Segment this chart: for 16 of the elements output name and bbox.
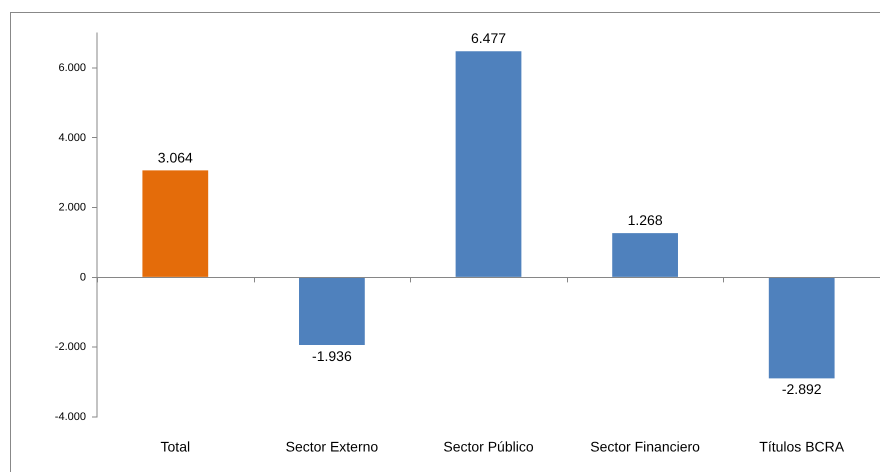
- data-label: -2.892: [782, 381, 822, 398]
- y-tick-label: 2.000: [58, 202, 86, 214]
- data-label: 6.477: [470, 30, 506, 46]
- y-tick-label: 0: [80, 271, 86, 284]
- x-tick-label: Títulos BCRA: [759, 438, 845, 454]
- x-tick-label: Sector Financiero: [590, 438, 700, 454]
- x-tick-label: Sector Externo: [286, 438, 378, 454]
- x-tick-label: Sector Público: [443, 438, 534, 454]
- y-tick-label: -4.000: [54, 411, 86, 424]
- x-tick-label: Total: [160, 438, 190, 454]
- data-label: 1.268: [628, 212, 663, 228]
- data-label: 3.064: [158, 149, 194, 166]
- y-tick-label: 4.000: [58, 132, 86, 144]
- y-tick-label: -2.000: [54, 341, 86, 354]
- y-tick-label: 6.000: [58, 62, 86, 74]
- data-label: -1.936: [312, 348, 352, 364]
